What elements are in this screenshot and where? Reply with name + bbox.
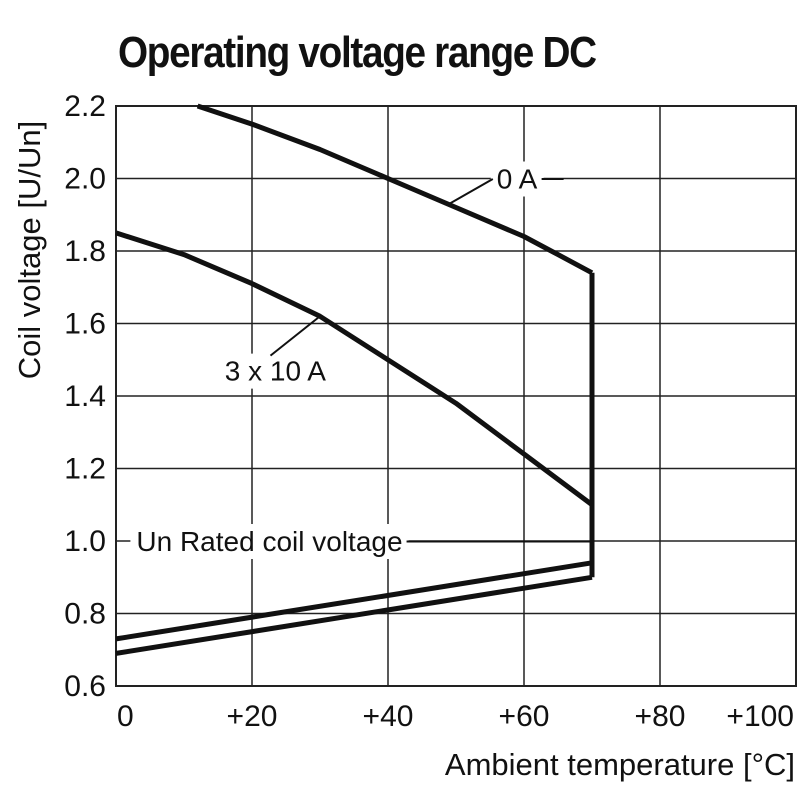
series-3-x-10-a (115, 230, 594, 507)
series-upper-minimum (115, 560, 593, 642)
y-tick-label: 1.6 (64, 308, 106, 341)
x-tick-label: +40 (363, 700, 414, 733)
annotation-label-1: 3 x 10 A (225, 356, 327, 387)
tick-labels: 0 +20 +40 +60 +80 +100 0.6 0.8 1.0 1.2 1.4 1.6 1.8 2.… (64, 90, 794, 733)
x-tick-label: +80 (635, 700, 686, 733)
series-0-a (196, 103, 594, 276)
y-axis-label: Coil voltage [U/Un] (12, 121, 47, 379)
annotation-leaders (269, 178, 592, 543)
annotations: 0 A 3 x 10 A Un Rated coil voltage (136, 164, 537, 558)
plot-frame (115, 105, 797, 687)
annotation-label-0: 0 A (497, 164, 538, 195)
x-tick-label: +100 (726, 700, 794, 733)
y-tick-label: 0.8 (64, 598, 106, 631)
y-tick-label: 1.2 (64, 453, 106, 486)
x-axis-label: Ambient temperature [°C] (445, 747, 795, 782)
series-lower-minimum (115, 574, 593, 656)
x-tick-label: +20 (227, 700, 278, 733)
chart-title: Operating voltage range DC (118, 28, 597, 77)
series-layer (115, 103, 595, 656)
annotation-mask-1 (218, 353, 333, 389)
y-tick-label: 0.6 (64, 670, 106, 703)
annotation-mask-0 (490, 161, 544, 197)
x-tick-label: 0 (117, 700, 134, 733)
y-tick-label: 1.4 (64, 380, 106, 413)
y-tick-label: 2.0 (64, 163, 106, 196)
annotation-mask-2 (130, 524, 409, 559)
y-tick-label: 2.2 (64, 90, 106, 123)
label-masks (130, 161, 544, 559)
y-tick-label: 1.8 (64, 235, 106, 268)
y-tick-label: 1.0 (64, 525, 106, 558)
x-tick-label: +60 (499, 700, 550, 733)
annotation-leader-1 (269, 315, 321, 357)
annotation-leader-0a (448, 178, 494, 205)
annotation-label-2: Un Rated coil voltage (136, 526, 402, 557)
